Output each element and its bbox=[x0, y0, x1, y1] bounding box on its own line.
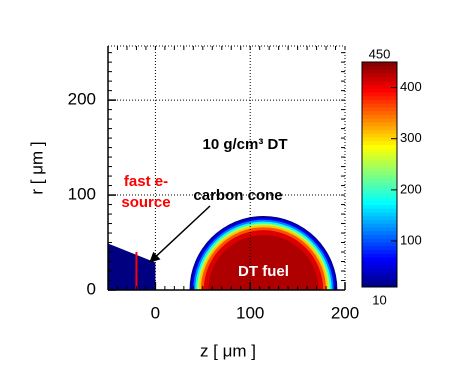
colorbar-swatch bbox=[362, 95, 397, 100]
colorbar-swatch bbox=[362, 133, 397, 138]
fuel-label: DT fuel bbox=[238, 263, 289, 280]
colorbar-swatch bbox=[362, 193, 397, 198]
colorbar-max: 450 bbox=[369, 46, 391, 61]
colorbar-swatch bbox=[362, 174, 397, 179]
colorbar-swatch bbox=[362, 219, 397, 224]
colorbar-tick-label: 300 bbox=[400, 130, 422, 145]
colorbar-swatch bbox=[362, 272, 397, 277]
y-tick-label: 100 bbox=[68, 185, 96, 204]
colorbar-tick-label: 400 bbox=[400, 79, 422, 94]
colorbar-swatch bbox=[362, 189, 397, 194]
colorbar-swatch bbox=[362, 264, 397, 269]
colorbar-swatch bbox=[362, 80, 397, 85]
colorbar-swatch bbox=[362, 182, 397, 187]
x-tick-label: 0 bbox=[151, 303, 160, 322]
cone-arrow bbox=[149, 205, 211, 263]
y-tick-label: 0 bbox=[87, 279, 96, 298]
colorbar-swatch bbox=[362, 215, 397, 220]
colorbar-swatch bbox=[362, 92, 397, 97]
colorbar-swatch bbox=[362, 69, 397, 74]
colorbar-swatch bbox=[362, 242, 397, 247]
colorbar-swatch bbox=[362, 77, 397, 82]
colorbar-swatch bbox=[362, 125, 397, 130]
colorbar-swatch bbox=[362, 118, 397, 123]
colorbar-swatch bbox=[362, 144, 397, 149]
colorbar-swatch bbox=[362, 159, 397, 164]
colorbar-swatch bbox=[362, 253, 397, 258]
colorbar-swatch bbox=[362, 245, 397, 250]
annotation: 10 g/cm³ DT bbox=[202, 136, 287, 153]
colorbar-min: 10 bbox=[372, 292, 386, 307]
colorbar-swatch bbox=[362, 238, 397, 243]
y-tick-label: 200 bbox=[68, 90, 96, 109]
colorbar-swatch bbox=[362, 170, 397, 175]
colorbar-swatch bbox=[362, 230, 397, 235]
colorbar-frame bbox=[361, 61, 398, 288]
colorbar-swatch bbox=[362, 227, 397, 232]
colorbar-swatch bbox=[362, 249, 397, 254]
colorbar-swatch bbox=[362, 260, 397, 265]
x-tick-label: 100 bbox=[236, 303, 264, 322]
y-axis-label: r [ μm ] bbox=[27, 141, 46, 194]
source-label: fast e- bbox=[124, 173, 168, 190]
colorbar-swatch bbox=[362, 200, 397, 205]
colorbar-swatch bbox=[362, 140, 397, 145]
colorbar-swatch bbox=[362, 148, 397, 153]
colorbar-swatch bbox=[362, 185, 397, 190]
colorbar-swatch bbox=[362, 152, 397, 157]
colorbar-swatch bbox=[362, 99, 397, 104]
fuel-density-ring bbox=[208, 234, 319, 290]
colorbar-swatch bbox=[362, 107, 397, 112]
colorbar-swatch bbox=[362, 103, 397, 108]
colorbar-swatch bbox=[362, 155, 397, 160]
colorbar-swatch bbox=[362, 65, 397, 70]
x-tick-label: 200 bbox=[331, 303, 359, 322]
colorbar-swatch bbox=[362, 178, 397, 183]
colorbar-swatch bbox=[362, 234, 397, 239]
colorbar-swatch bbox=[362, 279, 397, 284]
colorbar-swatch bbox=[362, 122, 397, 127]
colorbar-swatch bbox=[362, 204, 397, 209]
colorbar-swatch bbox=[362, 84, 397, 89]
cone-label: carbon cone bbox=[193, 187, 282, 204]
colorbar-swatch bbox=[362, 62, 397, 67]
source-label: source bbox=[121, 194, 170, 211]
colorbar-swatch bbox=[362, 208, 397, 213]
colorbar-swatch bbox=[362, 88, 397, 93]
colorbar-swatch bbox=[362, 223, 397, 228]
colorbar-swatch bbox=[362, 212, 397, 217]
colorbar-swatch bbox=[362, 167, 397, 172]
colorbar-swatch bbox=[362, 163, 397, 168]
colorbar-swatch bbox=[362, 275, 397, 280]
colorbar-swatch bbox=[362, 137, 397, 142]
colorbar-swatch bbox=[362, 114, 397, 119]
carbon-cone bbox=[108, 243, 156, 290]
colorbar-swatch bbox=[362, 257, 397, 262]
colorbar-swatch bbox=[362, 129, 397, 134]
colorbar-swatch bbox=[362, 73, 397, 78]
colorbar-swatch bbox=[362, 283, 397, 288]
colorbar-swatch bbox=[362, 110, 397, 115]
colorbar-swatch bbox=[362, 268, 397, 273]
colorbar-tick-label: 200 bbox=[400, 181, 422, 196]
x-axis-label: z [ μm ] bbox=[200, 341, 256, 360]
colorbar-tick-label: 100 bbox=[400, 232, 422, 247]
colorbar-swatch bbox=[362, 197, 397, 202]
